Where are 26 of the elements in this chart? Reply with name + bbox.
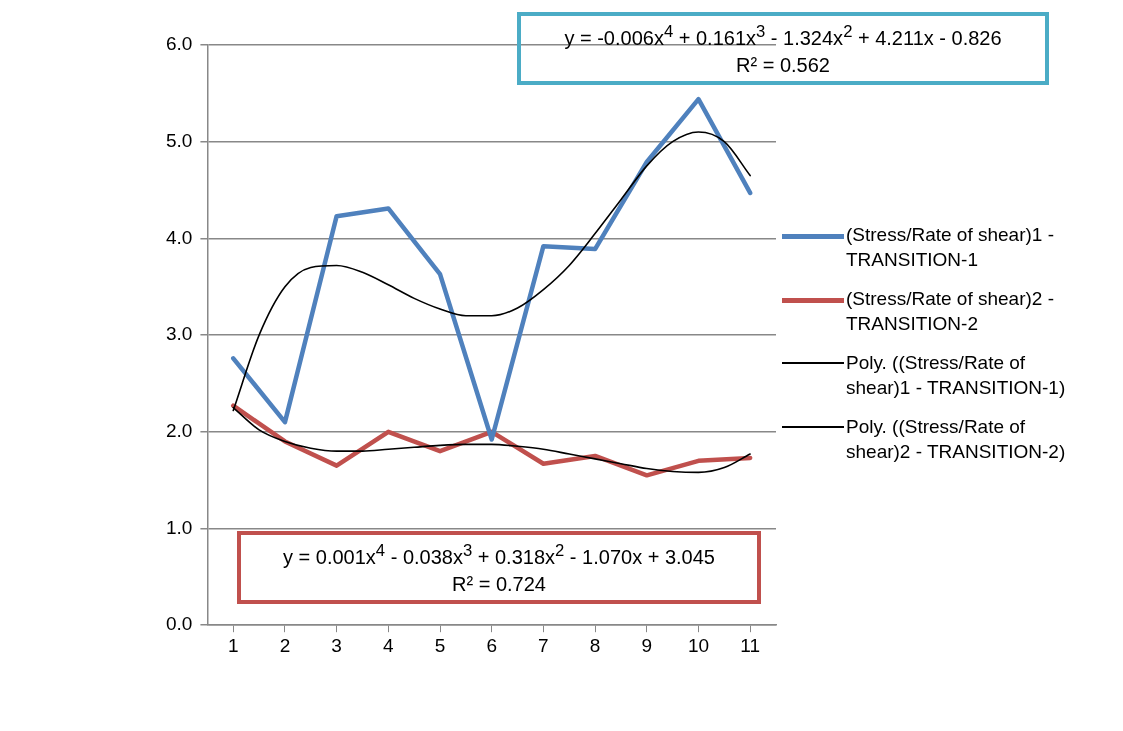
x-tick-label: 11 <box>740 634 761 656</box>
annotation: R² = 0.724 <box>451 571 547 597</box>
y-tick-label: 6.0 <box>165 33 193 55</box>
y-tick-label: 1.0 <box>165 516 193 538</box>
x-tick-label: 4 <box>383 634 395 656</box>
annotation: y = 0.001x$^{4}$ - 0.038x$^{3}$ + 0.318x$^{2}$ - 1.070x + 3.045 <box>282 540 716 570</box>
annotation: y = -0.006x$^{4}$ + 0.161x$^{3}$ - 1.324x$^{2}$ + 4.211x - 0.826 <box>563 21 1003 51</box>
y-tick-label: 2.0 <box>165 420 193 442</box>
y-tick-label: 5.0 <box>165 129 193 151</box>
legend-label: (Stress/Rate of shear)2 - TRANSITION-2 <box>846 287 1056 336</box>
x-tick-label: 7 <box>538 634 549 656</box>
x-tick-label: 8 <box>589 634 601 656</box>
x-tick-label: 2 <box>279 634 291 656</box>
x-tick-label: 9 <box>641 634 653 656</box>
y-tick-label: 4.0 <box>165 226 193 248</box>
x-tick-label: 5 <box>434 634 446 656</box>
y-tick-label: 0.0 <box>165 613 193 635</box>
legend-label: (Stress/Rate of shear)1 - TRANSITION-1 <box>846 223 1056 272</box>
legend-label: Poly. ((Stress/Rate of shear)1 - TRANSITION-1) <box>846 351 1067 400</box>
x-tick-label: 10 <box>687 634 710 656</box>
y-tick-label: 3.0 <box>165 323 193 345</box>
x-tick-label: 3 <box>331 634 342 656</box>
annotation: R² = 0.562 <box>735 52 831 78</box>
x-tick-label: 6 <box>486 634 497 656</box>
x-tick-label: 1 <box>227 634 239 656</box>
legend-label: Poly. ((Stress/Rate of shear)2 - TRANSITION-2) <box>846 415 1067 464</box>
